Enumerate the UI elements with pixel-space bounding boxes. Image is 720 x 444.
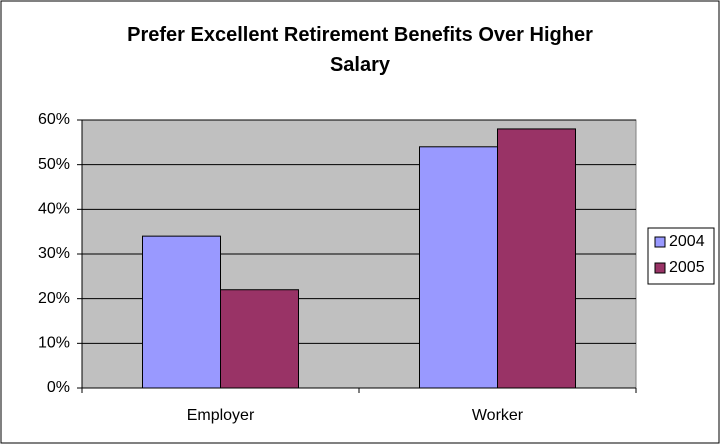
bar: [419, 146, 498, 389]
chart-title: Prefer Excellent Retirement Benefits Ove…: [127, 24, 593, 76]
bar: [497, 128, 576, 389]
x-tick-label: Worker: [472, 407, 524, 424]
y-tick-label: 30%: [38, 245, 70, 262]
y-tick-label: 40%: [38, 201, 70, 218]
y-tick-label: 0%: [47, 379, 70, 396]
legend-swatch: [654, 236, 666, 248]
legend-label: 2004: [669, 233, 705, 250]
bar: [220, 289, 299, 389]
y-tick-label: 20%: [38, 290, 70, 307]
legend-label: 2005: [669, 259, 705, 276]
bar: [142, 235, 221, 389]
legend-swatch: [654, 262, 666, 274]
y-tick-label: 60%: [38, 111, 70, 128]
y-tick-label: 10%: [38, 335, 70, 352]
x-tick-label: Employer: [187, 407, 255, 424]
y-tick-label: 50%: [38, 156, 70, 173]
